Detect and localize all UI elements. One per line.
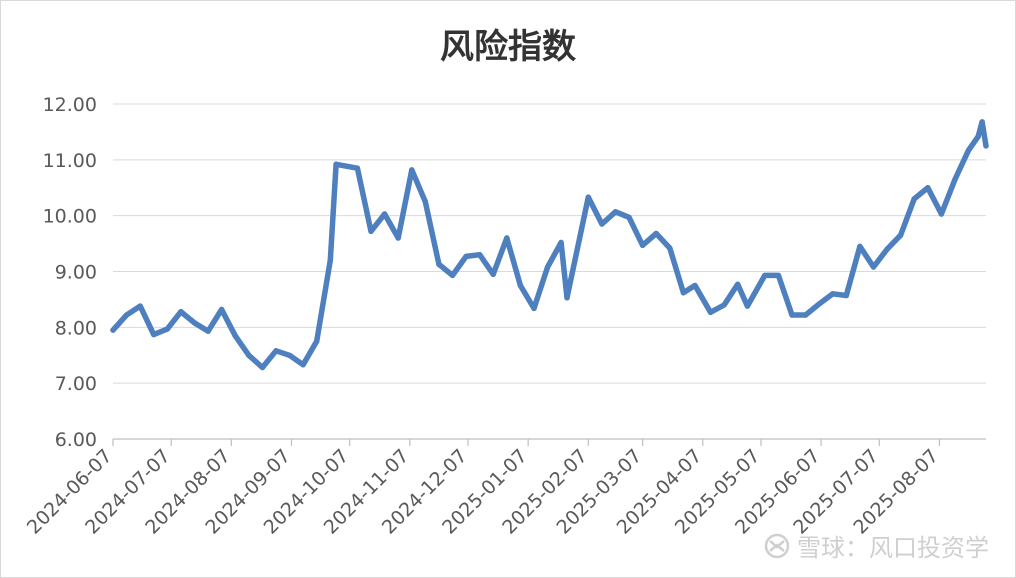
data-point bbox=[259, 364, 266, 371]
data-point bbox=[911, 196, 917, 202]
y-tick-label: 9.00 bbox=[55, 262, 97, 284]
y-tick-label: 12.00 bbox=[43, 94, 97, 116]
data-point bbox=[381, 211, 388, 217]
data-point bbox=[639, 242, 646, 248]
data-point bbox=[585, 194, 591, 200]
x-axis bbox=[112, 438, 986, 446]
y-tick-label: 8.00 bbox=[55, 317, 97, 339]
data-point bbox=[802, 312, 809, 318]
data-point bbox=[707, 309, 714, 315]
series-line-0 bbox=[110, 119, 989, 371]
chart-title: 风险指数 bbox=[440, 27, 576, 67]
data-point bbox=[564, 295, 570, 301]
y-tick-label: 7.00 bbox=[55, 373, 97, 395]
data-point bbox=[599, 221, 605, 227]
data-point bbox=[205, 328, 211, 334]
data-point bbox=[314, 338, 320, 344]
data-point bbox=[436, 261, 442, 267]
watermark: 雪球：风口投资学 bbox=[763, 528, 989, 563]
data-point bbox=[333, 161, 339, 167]
data-point bbox=[667, 245, 673, 251]
y-tick-label: 10.00 bbox=[43, 206, 97, 228]
data-point bbox=[422, 199, 428, 205]
data-point bbox=[490, 271, 496, 277]
data-point bbox=[354, 165, 361, 171]
data-point bbox=[680, 290, 687, 296]
data-point bbox=[789, 312, 795, 318]
data-point bbox=[273, 348, 279, 354]
data-point bbox=[544, 264, 551, 270]
data-point bbox=[191, 320, 198, 326]
data-point bbox=[232, 333, 238, 339]
data-point bbox=[218, 306, 225, 313]
data-point bbox=[368, 228, 374, 234]
data-point bbox=[843, 292, 849, 299]
data-point bbox=[897, 232, 904, 238]
data-point bbox=[938, 211, 945, 217]
data-point bbox=[178, 309, 184, 315]
data-point bbox=[164, 326, 170, 332]
data-point bbox=[721, 302, 727, 308]
data-point bbox=[246, 352, 252, 358]
data-point bbox=[137, 303, 143, 309]
data-point bbox=[870, 264, 877, 270]
watermark-text: 雪球：风口投资学 bbox=[797, 534, 989, 562]
data-point bbox=[531, 305, 537, 312]
data-point bbox=[744, 303, 751, 309]
data-point bbox=[979, 119, 985, 125]
data-point bbox=[857, 243, 863, 250]
data-point bbox=[409, 167, 415, 173]
data-point bbox=[692, 282, 698, 289]
data-point bbox=[463, 253, 469, 260]
data-point bbox=[286, 352, 293, 358]
y-tick-label: 11.00 bbox=[43, 150, 97, 172]
snowball-icon bbox=[764, 533, 790, 558]
data-point bbox=[504, 235, 510, 241]
data-point bbox=[300, 362, 306, 368]
data-point bbox=[123, 312, 130, 318]
data-point bbox=[762, 272, 768, 279]
data-point bbox=[110, 327, 116, 333]
data-point bbox=[775, 272, 782, 279]
data-point bbox=[975, 133, 981, 140]
data-point bbox=[558, 239, 564, 246]
data-point bbox=[151, 331, 157, 338]
data-point bbox=[477, 252, 483, 258]
data-point bbox=[653, 230, 659, 237]
data-point bbox=[925, 185, 931, 191]
data-point bbox=[884, 246, 890, 252]
data-point bbox=[965, 147, 972, 153]
data-point bbox=[395, 235, 401, 241]
gridlines bbox=[113, 103, 986, 384]
data-point bbox=[626, 214, 632, 220]
series-group bbox=[110, 119, 989, 371]
data-point bbox=[816, 301, 822, 307]
data-point bbox=[327, 257, 333, 263]
y-axis-tick-labels: 6.00 7.00 8.00 9.00 10.00 11.00 12.00 bbox=[43, 94, 97, 451]
data-point bbox=[449, 272, 456, 279]
data-point bbox=[517, 282, 524, 289]
data-point bbox=[952, 176, 958, 183]
data-point bbox=[830, 291, 836, 297]
data-point bbox=[983, 143, 989, 149]
y-tick-label: 6.00 bbox=[55, 429, 97, 451]
data-point bbox=[735, 281, 741, 287]
x-axis-tick-labels: 2024-06-072024-07-072024-08-072024-09-07… bbox=[23, 445, 943, 539]
data-point bbox=[612, 209, 619, 215]
